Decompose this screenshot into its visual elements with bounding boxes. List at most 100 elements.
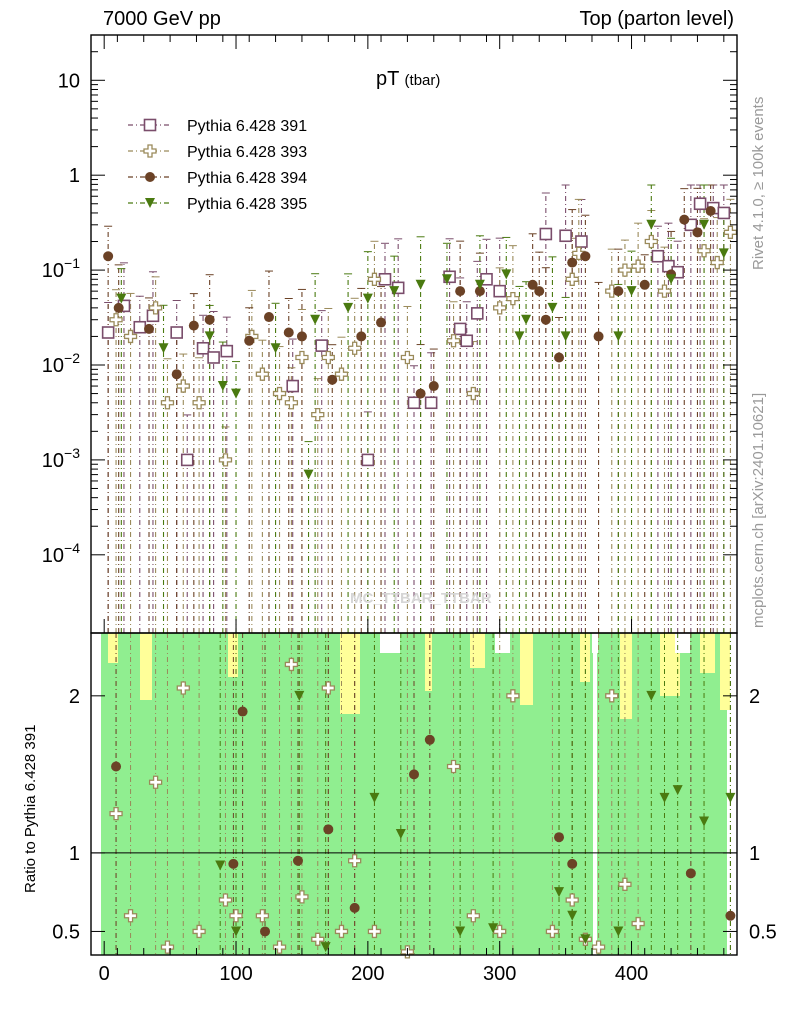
data-point — [684, 218, 698, 232]
data-point — [527, 279, 538, 290]
data-point — [295, 350, 309, 365]
mcplots-reference-label: mcplots.cern.ch [arXiv:2401.10621] — [750, 392, 767, 628]
ratio-point — [618, 877, 632, 891]
data-point — [327, 374, 338, 385]
ratio-point — [455, 926, 466, 937]
ratio-point — [567, 910, 578, 921]
ratio-point — [672, 785, 683, 796]
legend-label: Pythia 6.428 391 — [187, 118, 307, 135]
ratio-point — [554, 887, 565, 898]
ratio-point — [229, 909, 243, 923]
data-point — [651, 249, 665, 263]
ratio-y-tick-label: 0.5 — [52, 921, 80, 943]
data-point — [657, 284, 672, 298]
y-tick-label: 10−3 — [42, 445, 80, 472]
ratio-band-yellow — [340, 633, 360, 714]
ratio-point — [506, 689, 520, 703]
ratio-point — [466, 909, 480, 923]
data-point — [376, 317, 387, 328]
ratio-point — [320, 942, 331, 953]
data-point — [693, 197, 707, 211]
data-point — [361, 453, 375, 467]
data-point — [455, 286, 466, 297]
data-point — [310, 314, 321, 325]
data-point — [567, 257, 578, 268]
data-point — [192, 396, 206, 410]
ratio-point — [109, 806, 123, 821]
data-point — [613, 331, 624, 342]
ratio-point — [367, 924, 382, 939]
ratio-point — [659, 792, 670, 803]
data-point — [158, 343, 169, 354]
ratio-band-yellow — [140, 633, 152, 700]
y-tick-label: 10−1 — [42, 255, 80, 282]
ratio-y-tick-label-right: 1 — [749, 843, 760, 865]
ratio-band-yellow — [700, 633, 715, 673]
ratio-point — [646, 690, 657, 701]
ratio-point — [321, 681, 335, 695]
data-point — [539, 227, 553, 241]
ratio-point — [699, 816, 710, 827]
data-point — [400, 350, 415, 365]
data-point — [176, 379, 190, 393]
data-point — [710, 255, 724, 270]
data-point — [123, 329, 138, 344]
data-point — [572, 246, 586, 261]
data-point — [521, 314, 532, 325]
data-point — [717, 206, 731, 220]
y-tick-label: 10−4 — [42, 540, 80, 567]
data-point — [547, 302, 558, 313]
plot-title-main: pT — [376, 68, 399, 90]
ratio-y-tick-label: 2 — [69, 686, 80, 708]
data-point — [666, 274, 677, 285]
process-label: Top (parton level) — [579, 8, 734, 30]
ratio-point — [294, 690, 305, 701]
legend-marker — [143, 144, 157, 158]
data-point — [270, 343, 281, 354]
data-point — [679, 214, 690, 225]
data-point — [415, 279, 426, 290]
ratio-point — [160, 940, 175, 954]
ratio-point — [685, 868, 696, 879]
plot-frames — [90, 34, 738, 956]
data-point — [575, 235, 588, 248]
data-point — [639, 279, 650, 290]
ratio-point — [725, 910, 736, 921]
data-point — [343, 302, 354, 313]
legend-label: Pythia 6.428 393 — [187, 144, 307, 161]
x-tick-label: 100 — [219, 963, 252, 985]
ratio-point — [292, 855, 303, 866]
data-point — [109, 313, 123, 327]
data-point — [565, 272, 579, 286]
ratio-point — [348, 854, 362, 868]
ratio-band-yellow — [108, 633, 118, 663]
legend-marker — [145, 172, 155, 182]
ratio-band-gap — [675, 633, 690, 653]
data-point — [480, 272, 493, 286]
ratio-point — [311, 932, 325, 946]
ratio-point — [580, 934, 591, 945]
data-point — [220, 344, 234, 358]
data-point — [580, 251, 591, 262]
data-point — [466, 386, 480, 401]
ratio-point — [565, 893, 579, 907]
ratio-point — [488, 923, 499, 934]
data-point — [441, 274, 452, 285]
data-point — [389, 286, 400, 297]
data-point — [646, 219, 657, 230]
x-tick-label: 300 — [483, 963, 516, 985]
ratio-point — [591, 940, 606, 954]
upper-data-points — [101, 197, 738, 480]
ratio-axis-label: Ratio to Pythia 6.428 391 — [22, 724, 39, 893]
data-point — [367, 272, 382, 286]
ratio-band-gap — [380, 633, 400, 653]
ratio-band-yellow — [620, 633, 632, 719]
data-point — [378, 272, 392, 286]
x-tick-label: 400 — [615, 963, 648, 985]
data-point — [103, 251, 114, 262]
ratio-band-yellow — [425, 633, 432, 691]
data-point — [618, 263, 632, 277]
data-point — [559, 229, 572, 243]
ratio-point — [228, 858, 239, 869]
ratio-point — [123, 909, 138, 923]
